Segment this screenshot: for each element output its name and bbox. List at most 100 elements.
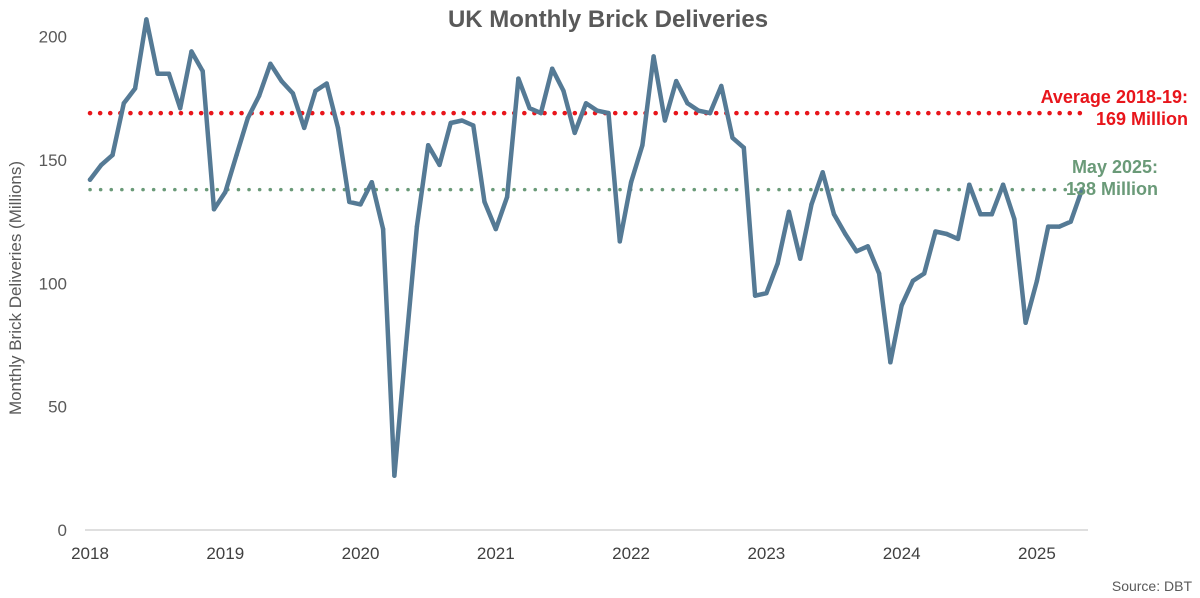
data-point (797, 256, 803, 261)
data-point (1068, 219, 1073, 224)
data-point (99, 162, 104, 168)
data-point (640, 143, 645, 148)
data-point (786, 209, 792, 214)
data-point (403, 347, 408, 353)
x-tick-label: 2022 (612, 544, 650, 563)
latest-annotation: May 2025: 138 Million (1066, 156, 1158, 200)
data-point (471, 123, 476, 128)
series-line (87, 17, 1085, 478)
data-point (583, 101, 589, 106)
data-point (1000, 182, 1006, 187)
series-layer (87, 17, 1085, 478)
data-point (1034, 278, 1040, 284)
data-point (200, 69, 205, 74)
latest-annotation-line1: May 2025: (1071, 157, 1158, 177)
x-ticks: 2018 2019 2020 2021 2022 2023 2024 2025 (71, 544, 1056, 563)
data-point (876, 271, 882, 276)
data-point (820, 170, 825, 175)
data-point (347, 199, 352, 205)
data-point (301, 125, 307, 131)
data-point (121, 101, 127, 106)
data-point (504, 194, 510, 200)
y-tick-label: 50 (48, 398, 67, 417)
data-point (189, 49, 194, 54)
data-point (775, 261, 780, 266)
data-point (425, 143, 431, 148)
average-annotation-line1: Average 2018-19: (1040, 87, 1188, 107)
data-point (110, 152, 115, 158)
data-point (358, 202, 363, 207)
data-point (527, 106, 532, 111)
data-point (1045, 224, 1051, 229)
data-point (606, 110, 611, 116)
data-point (144, 17, 149, 22)
x-tick-label: 2025 (1018, 544, 1056, 563)
data-point (617, 239, 623, 244)
data-point (933, 229, 938, 234)
data-point (921, 271, 927, 276)
data-point (155, 71, 160, 76)
data-point (538, 110, 544, 116)
y-tick-label: 100 (39, 274, 67, 293)
data-point (696, 108, 701, 113)
data-point (87, 177, 93, 182)
data-point (809, 202, 814, 207)
data-point (854, 249, 859, 254)
data-point (256, 93, 262, 99)
x-tick-label: 2019 (206, 544, 244, 563)
data-point (268, 61, 273, 66)
data-point (245, 115, 251, 121)
data-point (1079, 187, 1085, 192)
data-point (369, 180, 375, 185)
data-point (831, 212, 837, 217)
reference-lines (87, 110, 1083, 192)
data-point (595, 108, 600, 113)
data-point (448, 120, 453, 126)
data-point (752, 293, 758, 298)
data-point (685, 101, 690, 106)
y-tick-label: 200 (39, 28, 67, 47)
data-point (279, 78, 284, 84)
data-point (865, 244, 871, 249)
data-point (944, 231, 949, 237)
x-tick-label: 2024 (883, 544, 921, 563)
x-tick-label: 2018 (71, 544, 109, 563)
data-point (234, 152, 239, 158)
data-point (223, 189, 228, 195)
data-point (628, 180, 634, 185)
data-point (673, 78, 679, 84)
x-tick-label: 2023 (747, 544, 785, 563)
data-point (335, 125, 341, 131)
data-point (955, 236, 961, 242)
y-tick-label: 0 (58, 521, 67, 540)
data-point (651, 54, 656, 59)
data-point (719, 83, 724, 89)
data-point (978, 212, 983, 217)
data-point (662, 118, 668, 123)
data-point (549, 66, 555, 71)
data-point (741, 145, 747, 150)
data-point (730, 135, 735, 140)
y-axis-label: Monthly Brick Deliveries (Millions) (6, 160, 25, 416)
x-tick-label: 2021 (477, 544, 515, 563)
data-point (989, 212, 995, 217)
data-point (1057, 224, 1062, 229)
y-tick-label: 150 (39, 151, 67, 170)
data-point (764, 291, 769, 296)
latest-annotation-line2: 138 Million (1065, 179, 1158, 199)
data-point (482, 199, 487, 205)
data-point (459, 118, 465, 123)
data-point (888, 360, 893, 365)
data-point (313, 88, 318, 94)
data-point (392, 473, 397, 478)
data-point (1023, 320, 1028, 325)
data-point (910, 278, 916, 284)
data-point (437, 162, 442, 168)
data-point (707, 110, 713, 116)
data-point (414, 224, 420, 229)
data-point (516, 76, 521, 81)
data-point (290, 91, 296, 96)
data-point (899, 303, 904, 308)
data-point (211, 207, 217, 212)
